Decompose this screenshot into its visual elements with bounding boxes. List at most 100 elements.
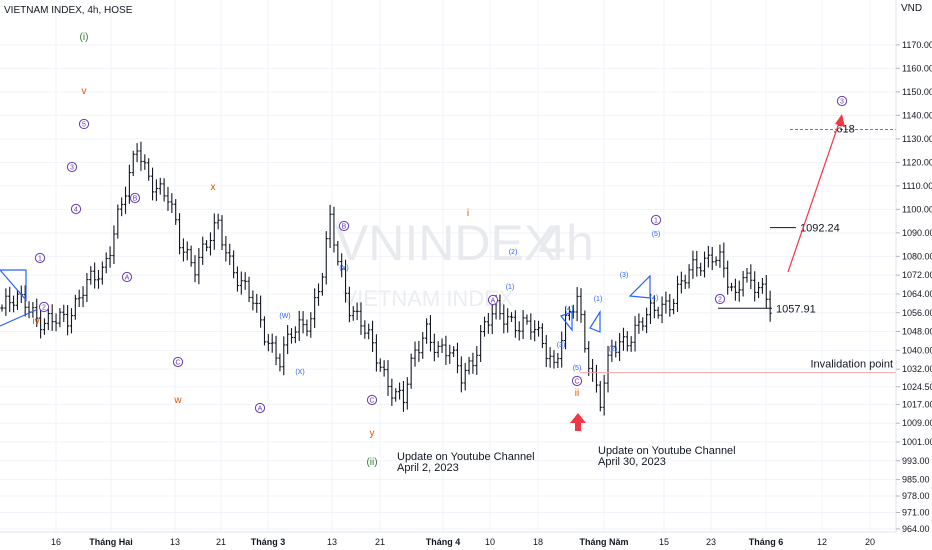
ohlc-bar: [116, 204, 120, 239]
ohlc-bar: [614, 341, 618, 358]
wave-blue: (1): [594, 296, 603, 303]
ohlc-bar: [544, 334, 548, 368]
ohlc-bar: [367, 323, 371, 340]
update-note-line2: April 30, 2023: [598, 456, 666, 468]
ytick-label: 978.00: [902, 491, 930, 501]
ohlc-bar: [455, 342, 460, 374]
ohlc-bar: [471, 352, 475, 374]
xtick-label: Tháng 3: [251, 537, 286, 547]
ohlc-bar: [243, 272, 247, 290]
ohlc-bar: [320, 272, 324, 296]
ohlc-bar: [100, 261, 104, 285]
ohlc-bar: [536, 320, 541, 337]
ohlc-bar: [143, 154, 147, 170]
ohlc-bar: [274, 335, 278, 366]
ohlc-bar: [27, 301, 31, 319]
wave-purple: C: [172, 356, 184, 368]
ohlc-bar: [166, 186, 170, 211]
ohlc-bar: [328, 204, 332, 249]
ohlc-bar: [390, 378, 394, 406]
ohlc-bar: [660, 296, 664, 324]
ytick-label: 1024.50: [902, 382, 932, 392]
ohlc-bar: [648, 293, 653, 325]
wave-purple: 5: [78, 118, 90, 130]
ohlc-bar: [556, 352, 560, 369]
ohlc-bar: [177, 213, 182, 255]
ohlc-bar: [378, 358, 382, 372]
ohlc-bar: [753, 271, 757, 302]
ohlc-bar: [745, 267, 749, 283]
wave-text: B: [133, 196, 138, 203]
ohlc-bars: [0, 141, 772, 416]
wave-text: 1: [38, 256, 42, 263]
ohlc-bar: [104, 252, 108, 274]
wave-purple: 1: [650, 214, 662, 226]
ohlc-bar: [417, 340, 421, 362]
price-axis[interactable]: 964.00 971.00 978.00 985.00 993.00 1001.00 100…: [896, 40, 932, 534]
xtick-label: 12: [817, 537, 827, 547]
ohlc-bar: [255, 293, 259, 313]
wave-text: 2: [718, 297, 722, 304]
ohlc-bar: [525, 314, 529, 325]
wave-blue: (5): [652, 231, 661, 238]
price-axis-unit: VND: [901, 3, 922, 14]
ohlc-bar: [587, 341, 591, 376]
wave-purple: A: [487, 294, 499, 306]
ohlc-bar: [486, 312, 490, 334]
ohlc-bar: [637, 313, 641, 334]
wave-orange: iv: [32, 316, 39, 327]
ohlc-bar: [641, 317, 645, 331]
ohlc-bar: [560, 331, 564, 368]
ohlc-bar: [602, 374, 606, 416]
ohlc-bar: [764, 274, 768, 309]
ohlc-bar: [193, 255, 197, 283]
ohlc-bar: [397, 382, 402, 400]
ohlc-bar: [405, 377, 409, 410]
ohlc-bar: [108, 246, 112, 268]
xtick-label: 21: [216, 537, 226, 547]
ohlc-bar: [583, 310, 587, 353]
ohlc-bar: [621, 327, 626, 351]
ohlc-bar: [444, 335, 448, 365]
ohlc-bar: [598, 381, 602, 412]
ytick-label: 964.00: [902, 524, 930, 534]
ohlc-bar: [0, 304, 4, 312]
wave-blue: (4): [565, 306, 574, 313]
wave-blue: (2): [509, 249, 518, 256]
price-axis-bg: [896, 0, 932, 550]
ohlc-bar: [374, 334, 379, 372]
ohlc-bar: [533, 320, 537, 342]
ohlc-bar: [509, 312, 514, 322]
ohlc-bar: [363, 320, 367, 339]
time-axis-bg: [0, 532, 932, 550]
ohlc-bar: [502, 304, 506, 334]
ohlc-bar: [351, 306, 355, 321]
ohlc-bar: [93, 262, 97, 289]
xtick-label: 13: [327, 537, 337, 547]
wave-circle: [714, 293, 726, 305]
update-note-line1: Update on Youtube Channel: [397, 451, 535, 463]
wave-purple: C: [366, 394, 378, 406]
ohlc-bar: [332, 206, 336, 253]
ohlc-bar: [131, 150, 135, 177]
wave-blue: (2): [609, 346, 618, 353]
ohlc-bar: [699, 262, 703, 276]
ytick-label: 1009.00: [902, 418, 932, 428]
ohlc-bar: [232, 250, 236, 279]
xtick-label: 23: [706, 537, 716, 547]
update-note-line1: Update on Youtube Channel: [598, 445, 736, 457]
ohlc-bar: [401, 381, 406, 412]
ohlc-bar: [548, 347, 552, 368]
wave-text: 5: [82, 122, 86, 129]
time-axis[interactable]: 16 Tháng Hai 13 21 Tháng 3 13 21 Tháng 4 10 18 Thá…: [51, 537, 875, 547]
ohlc-bar: [370, 320, 375, 352]
wave-text: C: [175, 360, 180, 367]
ohlc-bar: [552, 350, 556, 369]
wave-text: A: [258, 406, 263, 413]
wave-blue: (3): [620, 272, 629, 279]
xtick-label: Tháng 4: [426, 537, 461, 547]
ohlc-bar: [127, 164, 131, 204]
